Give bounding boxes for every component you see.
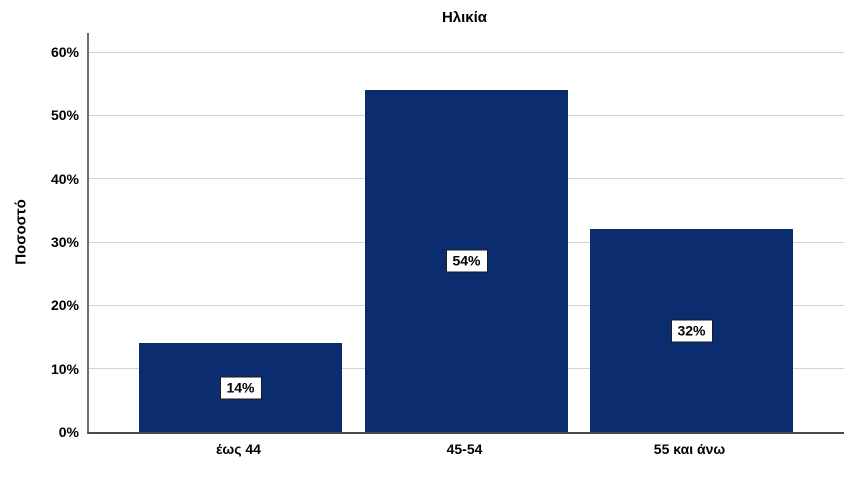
y-tick-label: 40% xyxy=(50,170,79,187)
chart-title: Ηλικία xyxy=(441,9,488,26)
gridline xyxy=(89,51,844,53)
y-tick-label: 50% xyxy=(50,107,79,124)
x-category-label: 55 και άνω xyxy=(653,441,726,457)
y-tick-label: 10% xyxy=(50,360,79,377)
y-tick-label: 0% xyxy=(58,424,79,440)
y-tick-label: 20% xyxy=(50,297,79,314)
bar-value-label: 32% xyxy=(670,319,713,343)
bar-value-label: 54% xyxy=(445,249,488,273)
y-axis-title: Ποσοστό xyxy=(12,199,30,265)
x-category-label: έως 44 xyxy=(216,441,261,457)
plot-area: 14% 54% 32% xyxy=(87,33,844,434)
x-category-label: 45-54 xyxy=(446,441,483,457)
bar-value-label: 14% xyxy=(219,376,262,400)
y-tick-label: 60% xyxy=(50,44,79,60)
y-tick-label: 30% xyxy=(50,234,79,250)
